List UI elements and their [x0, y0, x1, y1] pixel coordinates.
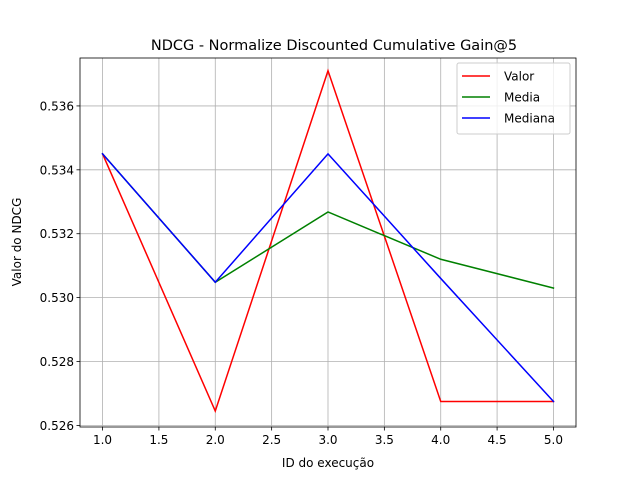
y-tick-label: 0.526	[40, 419, 74, 433]
x-axis-label: ID do execução	[282, 456, 374, 470]
x-tick-label: 2.0	[206, 433, 225, 447]
series-lines	[101, 68, 555, 414]
legend-label-valor: Valor	[504, 70, 534, 84]
y-tick-label: 0.534	[40, 163, 74, 177]
x-tick-label: 1.0	[93, 433, 112, 447]
x-tick-label: 2.5	[262, 433, 281, 447]
legend-box	[456, 62, 571, 135]
legend-items: Valor Media Mediana	[462, 70, 555, 126]
y-tick-label: 0.532	[40, 227, 74, 241]
x-tick-label: 3.5	[375, 433, 394, 447]
x-tick-label: 4.0	[431, 433, 450, 447]
series-line-mediana	[101, 152, 555, 403]
y-tick-label: 0.536	[40, 99, 74, 113]
legend-label-mediana: Mediana	[504, 112, 555, 126]
legend-label-media: Media	[504, 91, 540, 105]
x-tick-label: 5.0	[544, 433, 563, 447]
x-tick-label: 4.5	[488, 433, 507, 447]
x-axis-ticks: 1.0 1.5 2.0 2.5 3.0 3.5 4.0 4.5 5.0	[93, 427, 563, 447]
chart-title: NDCG - Normalize Discounted Cumulative G…	[151, 38, 517, 54]
x-tick-label: 1.5	[149, 433, 168, 447]
y-axis-label: Valor do NDCG	[10, 198, 24, 287]
legend: Valor Media Mediana	[456, 62, 571, 135]
x-tick-label: 3.0	[318, 433, 337, 447]
y-tick-label: 0.530	[40, 291, 74, 305]
y-tick-label: 0.528	[40, 355, 74, 369]
series-line-valor	[101, 68, 555, 414]
y-axis-ticks: 0.526 0.528 0.530 0.532 0.534 0.536	[40, 99, 80, 433]
